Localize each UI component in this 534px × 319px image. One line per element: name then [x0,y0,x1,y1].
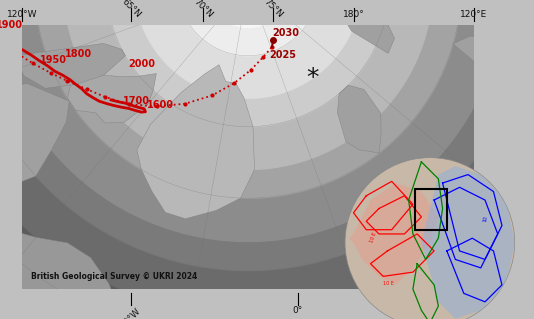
Circle shape [345,158,515,319]
Text: 65°N: 65°N [120,0,142,19]
Text: 70°N: 70°N [192,0,214,19]
Text: 1950: 1950 [40,55,67,65]
Polygon shape [421,166,515,319]
Text: 120°E: 120°E [460,10,488,19]
Text: 120°W: 120°W [7,10,38,19]
Polygon shape [106,0,390,127]
Polygon shape [177,0,319,56]
FancyBboxPatch shape [352,0,534,12]
Polygon shape [0,84,69,191]
Polygon shape [17,43,125,88]
Text: 2000: 2000 [129,59,155,69]
Text: 60°W: 60°W [119,306,143,319]
Polygon shape [206,0,290,27]
Bar [414,189,447,230]
Text: 10: 10 [482,215,489,222]
Polygon shape [342,7,395,53]
Text: British Geological Survey © UKRI 2024: British Geological Survey © UKRI 2024 [30,271,197,281]
Text: 2030: 2030 [272,27,300,38]
Text: 1700: 1700 [122,96,150,106]
Text: 1900: 1900 [0,19,22,30]
Polygon shape [35,0,461,198]
Polygon shape [0,0,505,241]
Polygon shape [67,65,156,123]
Text: 180°: 180° [343,10,365,19]
Polygon shape [0,0,533,271]
Polygon shape [64,0,433,169]
Text: 1600: 1600 [147,100,174,109]
Text: 75°N: 75°N [262,0,284,19]
Polygon shape [453,36,524,73]
Polygon shape [137,65,255,219]
Text: *: * [307,66,319,90]
Text: 1800: 1800 [65,49,92,59]
Polygon shape [0,0,125,319]
Text: 0°: 0° [293,306,303,315]
Polygon shape [415,197,513,319]
Text: 10 E: 10 E [369,232,377,243]
Polygon shape [135,0,362,98]
Polygon shape [349,183,438,285]
Text: 10 E: 10 E [383,281,394,286]
Text: 2025: 2025 [270,50,296,60]
Polygon shape [337,85,381,153]
